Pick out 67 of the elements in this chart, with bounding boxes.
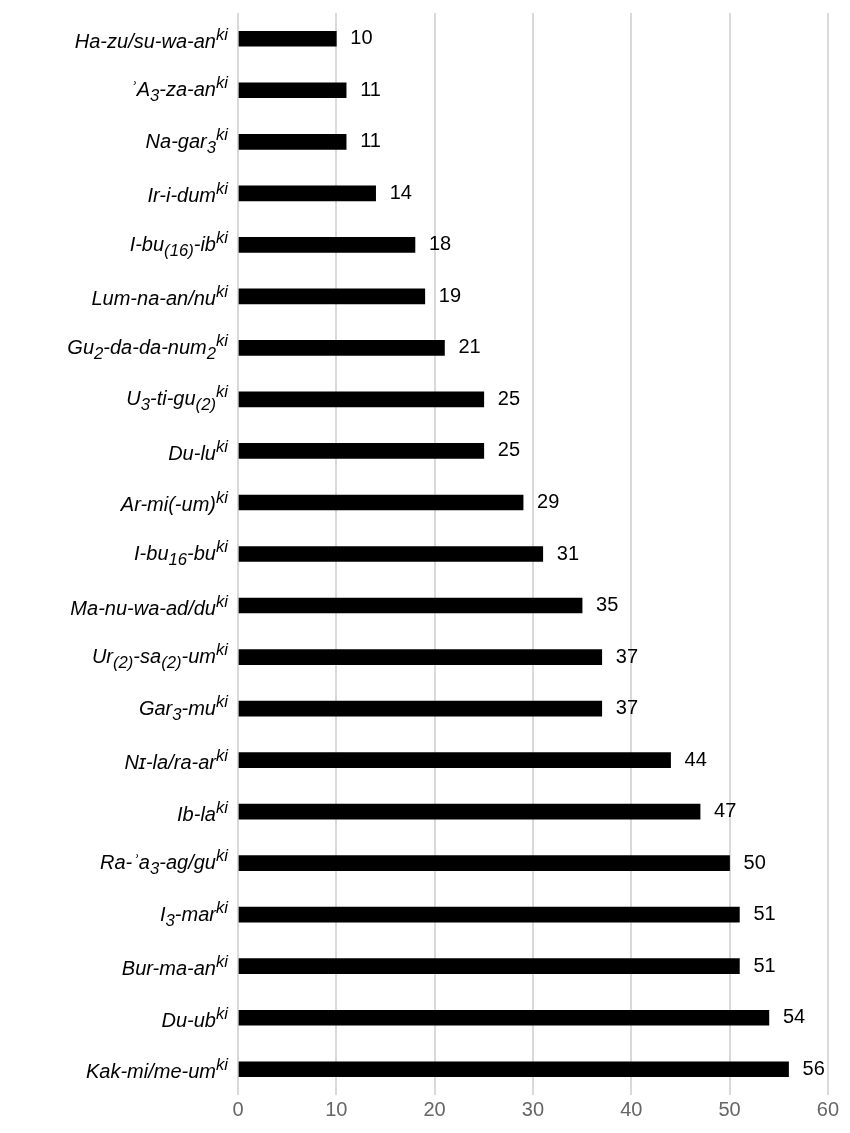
bar [238,288,426,305]
bar [238,494,524,511]
data-label: 14 [389,180,412,203]
bar [238,82,347,99]
y-tick-label: Gar$_{3}$-mu$^{ki}$ [138,691,228,724]
y-tick-label: ʾA$_{3}$-za-an$^{ki}$ [130,73,228,106]
data-label: 18 [428,232,452,255]
y-tick-label: I-bu$_{(16)}$-ib$^{ki}$ [129,228,228,260]
x-tick-label: 20 [423,1097,446,1120]
data-label: 54 [782,1005,806,1028]
bar [238,185,376,202]
y-tick-label: Ib-la$^{ki}$ [177,797,228,825]
bar [238,958,740,975]
data-label: 47 [714,799,737,822]
y-tick-label: Du-ub$^{ki}$ [161,1003,228,1031]
y-tick-label: Nɪ-la/ra-ar$^{ki}$ [124,746,228,773]
data-label: 11 [360,77,381,100]
y-tick-label: Ma-nu-wa-ad/du$^{ki}$ [70,591,228,619]
data-label: 10 [350,26,373,49]
data-label: 25 [497,386,521,409]
x-tick-label: 60 [816,1097,839,1120]
bar [238,752,671,768]
y-tick-label: Ra-ʾa$_{3}$-ag/gu$^{ki}$ [99,846,228,879]
bar [238,906,740,923]
y-tick-label: Du-lu$^{ki}$ [168,437,228,464]
bar [238,649,603,665]
bar [238,546,544,562]
bar [238,133,347,150]
data-label: 21 [458,335,481,358]
data-label: 37 [615,644,639,667]
bar [238,391,485,408]
data-label: 11 [360,129,381,152]
data-label: 50 [743,850,766,873]
bar [238,1061,789,1078]
data-label: 25 [497,438,521,461]
y-tick-label: I-bu$_{16}$-bu$^{ki}$ [134,537,228,569]
bar [238,237,416,253]
data-label: 56 [802,1056,825,1079]
y-tick-label: Lum-na-an/nu$^{ki}$ [91,282,228,310]
y-tick-label: Ar-mi(-um)$^{ki}$ [120,488,228,516]
data-label: 51 [753,902,776,925]
bar [238,700,603,717]
bar [238,1009,770,1026]
x-tick-label: 10 [325,1097,348,1120]
y-tick-label: Ha-zu/su-wa-an$^{ki}$ [74,24,228,52]
data-label: 19 [438,283,462,306]
x-tick-label: 50 [718,1097,741,1120]
bar [238,803,701,820]
bar [238,30,337,47]
data-label: 51 [753,953,776,976]
bar [238,855,730,871]
data-label: 37 [615,696,639,719]
bar [238,340,445,356]
y-tick-label: Kak-mi/me-um$^{ki}$ [85,1055,228,1083]
bar [238,443,485,459]
y-tick-label: Bur-ma-an$^{ki}$ [121,952,228,980]
bar [238,597,583,614]
data-label: 31 [556,541,580,564]
x-tick-label: 30 [521,1097,545,1120]
data-label: 29 [537,489,560,512]
data-label: 44 [684,747,707,770]
y-tick-label: Ir-i-dum$^{ki}$ [147,179,228,207]
y-tick-label: I$_{3}$-mar$^{ki}$ [160,897,228,930]
data-label: 35 [596,593,619,616]
y-tick-label: Ur$_{(2)}$-sa$_{(2)}$-um$^{ki}$ [91,640,228,673]
x-tick-label: 0 [232,1097,244,1120]
x-tick-label: 40 [620,1097,643,1120]
